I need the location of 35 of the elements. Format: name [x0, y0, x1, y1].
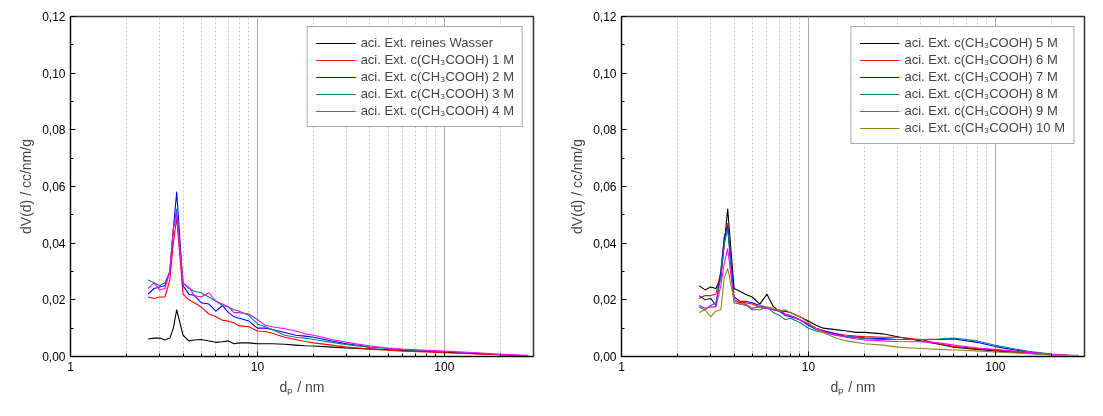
legend-label: aci. Ext. c(CH₃COOH) 9 M [904, 103, 1058, 118]
y-tick-label: 0,04 [593, 236, 617, 251]
y-tick-label: 0,00 [42, 350, 66, 364]
y-tick-label: 0,06 [42, 180, 66, 194]
legend-label: aci. Ext. c(CH₃COOH) 2 M [360, 69, 514, 84]
x-tick-label: 100 [434, 359, 455, 374]
legend-label: aci. Ext. c(CH₃COOH) 7 M [904, 69, 1058, 84]
legend-label: aci. Ext. c(CH₃COOH) 3 M [360, 86, 514, 101]
y-tick-label: 0,04 [42, 236, 66, 251]
x-tick-label: 1 [67, 359, 75, 374]
legend-label: aci. Ext. reines Wasser [360, 35, 494, 50]
y-tick-label: 0,00 [593, 350, 617, 364]
legend-label: aci. Ext. c(CH₃COOH) 5 M [904, 35, 1058, 50]
x-tick-label: 10 [250, 359, 265, 374]
legend-label: aci. Ext. c(CH₃COOH) 4 M [360, 103, 514, 118]
x-tick-label: 10 [801, 359, 816, 374]
x-axis-title: dₚ / nm [830, 378, 876, 396]
y-tick-label: 0,12 [593, 10, 617, 24]
y-tick-label: 0,02 [593, 293, 617, 308]
y-axis-title: dV(d) / cc/nm/g [569, 139, 586, 234]
x-tick-label: 100 [985, 359, 1006, 374]
legend-label: aci. Ext. c(CH₃COOH) 8 M [904, 86, 1058, 101]
legend-label: aci. Ext. c(CH₃COOH) 6 M [904, 52, 1058, 67]
y-axis-title: dV(d) / cc/nm/g [18, 139, 35, 234]
legend-label: aci. Ext. c(CH₃COOH) 1 M [360, 52, 514, 67]
y-tick-label: 0,10 [42, 66, 66, 81]
y-tick-label: 0,06 [593, 180, 617, 194]
legend-label: aci. Ext. c(CH₃COOH) 10 M [904, 120, 1065, 135]
y-tick-label: 0,02 [42, 293, 66, 308]
y-tick-label: 0,12 [42, 10, 66, 24]
x-tick-label: 1 [618, 359, 626, 374]
x-axis-title: dₚ / nm [279, 378, 325, 396]
y-tick-label: 0,08 [42, 123, 66, 138]
y-tick-label: 0,08 [593, 123, 617, 138]
y-tick-label: 0,10 [593, 66, 617, 81]
